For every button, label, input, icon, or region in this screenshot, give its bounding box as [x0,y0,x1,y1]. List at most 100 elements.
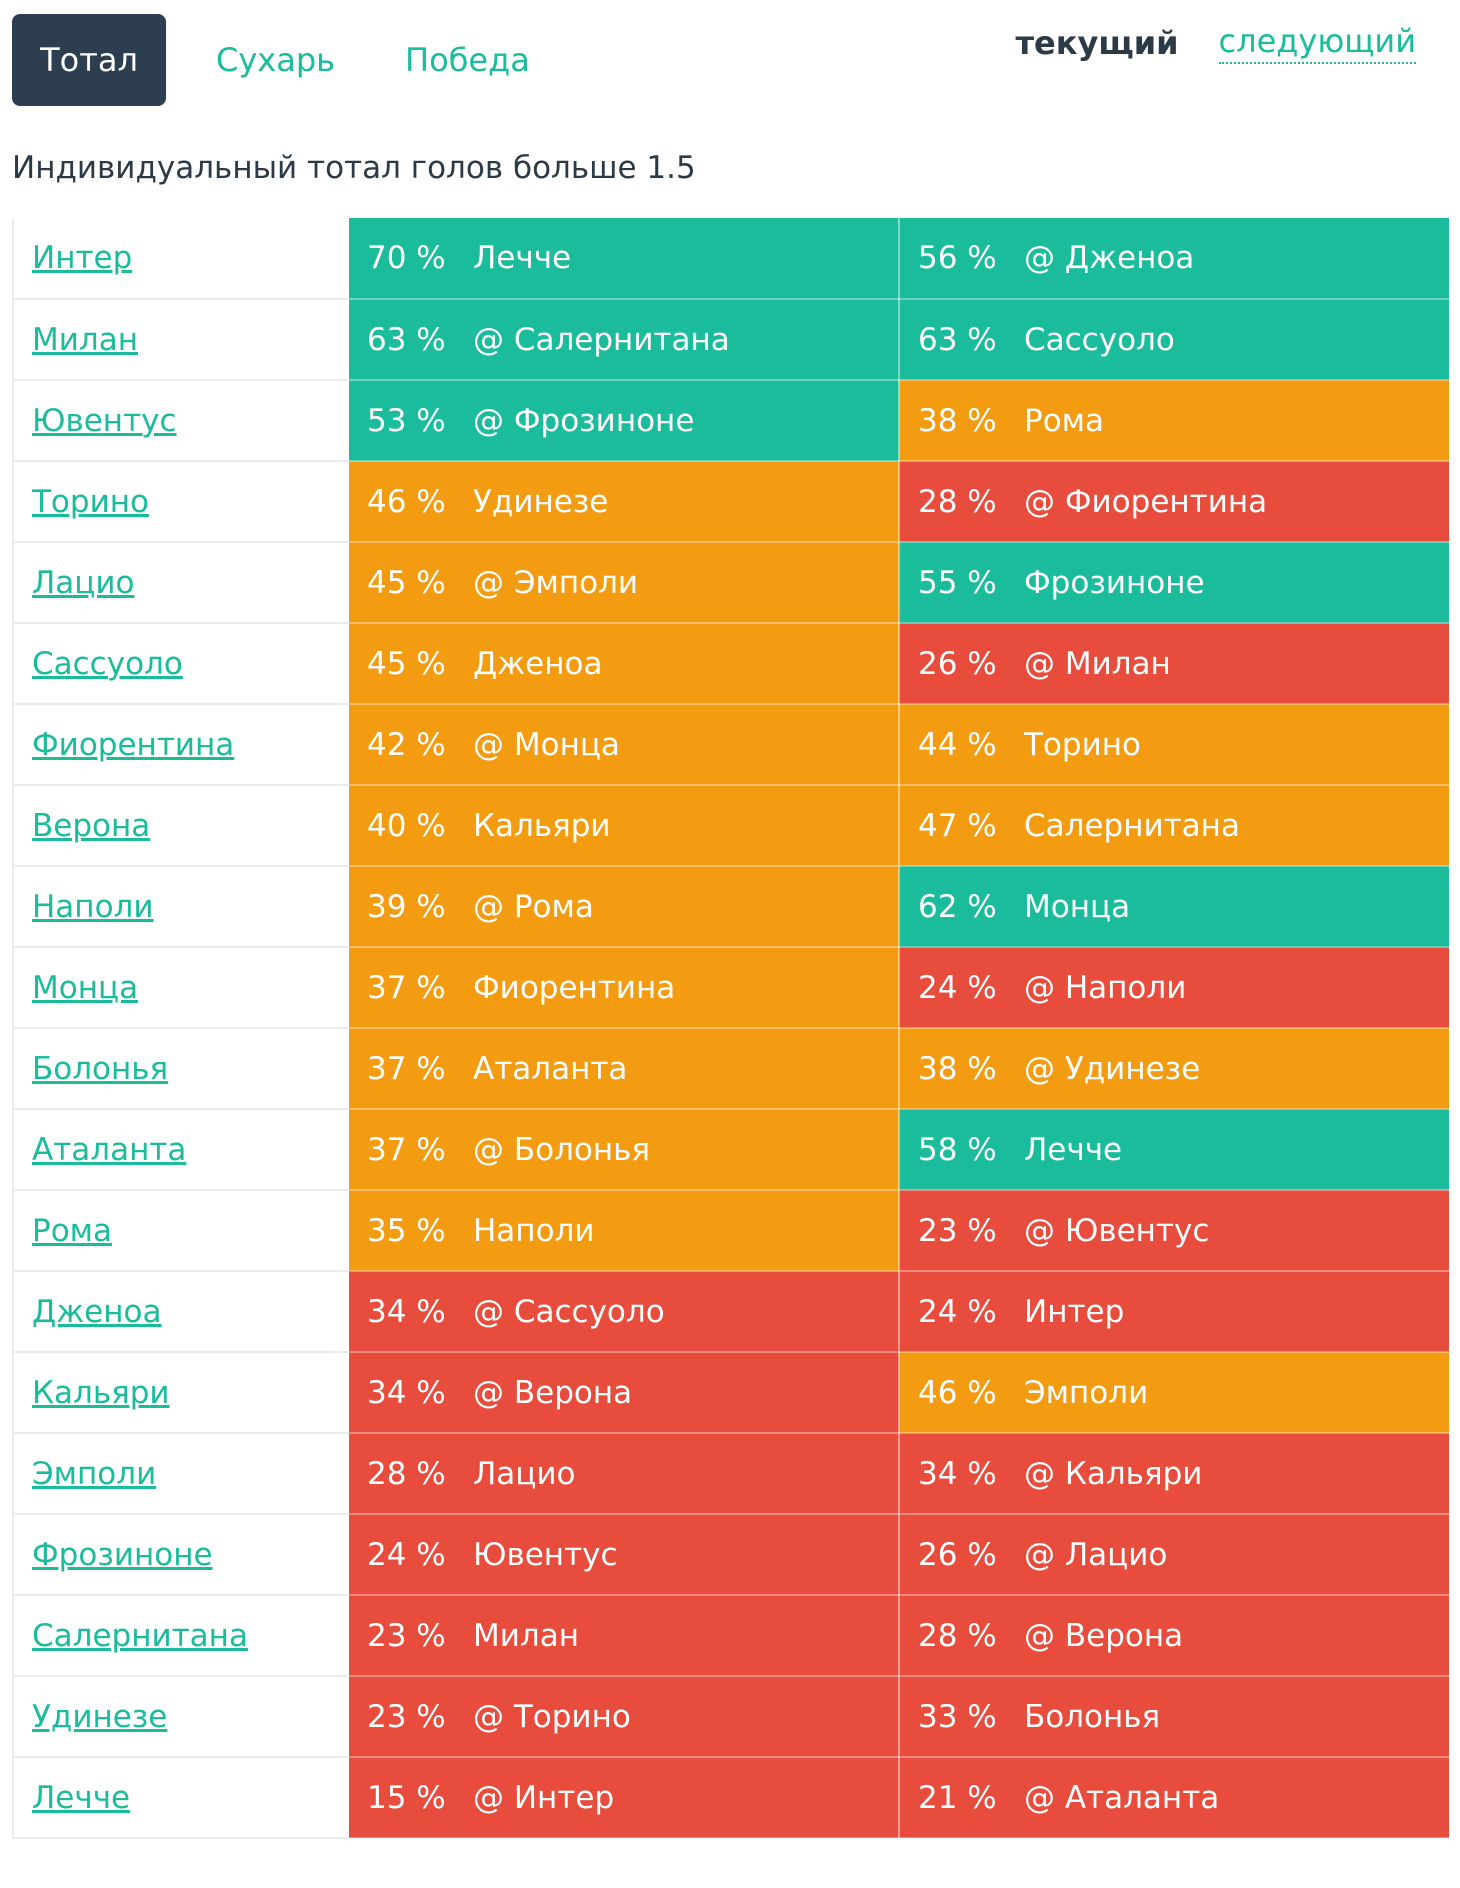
opponent-name: Ювентус [473,1536,618,1573]
percent-value: 56 % [918,240,997,276]
table-row: Фиорентина 42 % @ Монца 44 % Торино [12,704,1449,786]
team-link[interactable]: Фиорентина [32,726,235,763]
tab-clean-sheet[interactable]: Сухарь [216,41,335,79]
current-round-cell: 70 % Лечче [349,218,900,300]
current-round-cell: 53 % @ Фрозиноне [349,380,900,462]
table-row: Милан 63 % @ Салернитана 63 % Сассуоло [12,299,1449,381]
team-cell: Верона [12,785,349,867]
table-row: Аталанта 37 % @ Болонья 58 % Лечче [12,1109,1449,1191]
next-round-cell: 24 % Интер [899,1271,1449,1353]
table-row: Рома 35 % Наполи 23 % @ Ювентус [12,1190,1449,1272]
percent-value: 33 % [918,1698,997,1735]
next-round-cell: 44 % Торино [899,704,1449,786]
opponent-name: @ Рома [473,888,594,925]
percent-value: 38 % [918,1050,997,1087]
team-link[interactable]: Сассуоло [32,645,183,682]
next-round-cell: 38 % @ Удинезе [899,1028,1449,1110]
percent-value: 34 % [918,1455,997,1492]
table-row: Кальяри 34 % @ Верона 46 % Эмполи [12,1352,1449,1434]
percent-value: 28 % [918,1617,997,1654]
percent-value: 26 % [918,645,997,682]
percent-value: 23 % [918,1212,997,1249]
opponent-name: Кальяри [473,807,611,844]
percent-value: 24 % [367,1536,446,1573]
opponent-name: Дженоа [473,645,603,682]
next-round-cell: 63 % Сассуоло [899,299,1449,381]
current-round-cell: 63 % @ Салернитана [349,299,900,381]
team-cell: Лечче [12,1757,349,1839]
percent-value: 28 % [367,1455,446,1492]
opponent-name: Сассуоло [1024,321,1175,358]
team-link[interactable]: Ювентус [32,402,177,439]
next-round-cell: 23 % @ Ювентус [899,1190,1449,1272]
opponent-name: Аталанта [473,1050,628,1087]
team-link[interactable]: Лацио [32,564,135,601]
team-link[interactable]: Кальяри [32,1374,170,1411]
team-link[interactable]: Салернитана [32,1617,248,1654]
table-row: Удинезе 23 % @ Торино 33 % Болонья [12,1676,1449,1758]
opponent-name: Милан [473,1617,579,1654]
percent-value: 63 % [367,321,446,358]
next-round-cell: 56 % @ Дженоа [899,218,1449,300]
team-link[interactable]: Торино [32,483,149,520]
percent-value: 35 % [367,1212,446,1249]
opponent-name: @ Торино [473,1698,631,1735]
team-cell: Ювентус [12,380,349,462]
team-link[interactable]: Милан [32,321,138,358]
team-link[interactable]: Наполи [32,888,154,925]
table-row: Торино 46 % Удинезе 28 % @ Фиорентина [12,461,1449,543]
team-link[interactable]: Верона [32,807,151,844]
current-round-cell: 34 % @ Верона [349,1352,900,1434]
percent-value: 42 % [367,726,446,763]
percent-value: 53 % [367,402,446,439]
tab-total[interactable]: Тотал [12,14,166,106]
percent-value: 70 % [367,240,446,276]
opponent-name: @ Сассуоло [473,1293,665,1330]
team-cell: Интер [12,218,349,300]
percent-value: 37 % [367,969,446,1006]
current-round-cell: 37 % Аталанта [349,1028,900,1110]
team-link[interactable]: Болонья [32,1050,169,1087]
table-row: Лечче 15 % @ Интер 21 % @ Аталанта [12,1757,1449,1839]
percent-value: 37 % [367,1050,446,1087]
team-link[interactable]: Эмполи [32,1455,157,1492]
percent-value: 15 % [367,1779,446,1816]
team-link[interactable]: Лечче [32,1779,131,1816]
next-round-cell: 47 % Салернитана [899,785,1449,867]
percent-value: 45 % [367,564,446,601]
percent-value: 38 % [918,402,997,439]
round-current-label: текущий [1015,24,1179,62]
team-link[interactable]: Фрозиноне [32,1536,213,1573]
next-round-cell: 24 % @ Наполи [899,947,1449,1029]
team-cell: Эмполи [12,1433,349,1515]
team-cell: Кальяри [12,1352,349,1434]
opponent-name: Интер [1024,1293,1125,1330]
current-round-cell: 45 % Дженоа [349,623,900,705]
table-row: Ювентус 53 % @ Фрозиноне 38 % Рома [12,380,1449,462]
percent-value: 62 % [918,888,997,925]
current-round-cell: 35 % Наполи [349,1190,900,1272]
opponent-name: @ Наполи [1024,969,1187,1006]
percent-value: 37 % [367,1131,446,1168]
table-row: Наполи 39 % @ Рома 62 % Монца [12,866,1449,948]
tab-win[interactable]: Победа [405,41,530,79]
opponent-name: @ Милан [1024,645,1171,682]
team-link[interactable]: Рома [32,1212,113,1249]
current-round-cell: 45 % @ Эмполи [349,542,900,624]
percent-value: 40 % [367,807,446,844]
team-link[interactable]: Аталанта [32,1131,187,1168]
current-round-cell: 15 % @ Интер [349,1757,900,1839]
opponent-name: Рома [1024,402,1105,439]
opponent-name: @ Лацио [1024,1536,1168,1573]
team-link[interactable]: Монца [32,969,139,1006]
team-link[interactable]: Интер [32,240,133,276]
current-round-cell: 24 % Ювентус [349,1514,900,1596]
current-round-cell: 37 % @ Болонья [349,1109,900,1191]
next-round-cell: 33 % Болонья [899,1676,1449,1758]
team-link[interactable]: Удинезе [32,1698,168,1735]
team-cell: Болонья [12,1028,349,1110]
round-next-link[interactable]: следующий [1218,22,1416,64]
percent-value: 34 % [367,1293,446,1330]
team-link[interactable]: Дженоа [32,1293,162,1330]
team-cell: Салернитана [12,1595,349,1677]
